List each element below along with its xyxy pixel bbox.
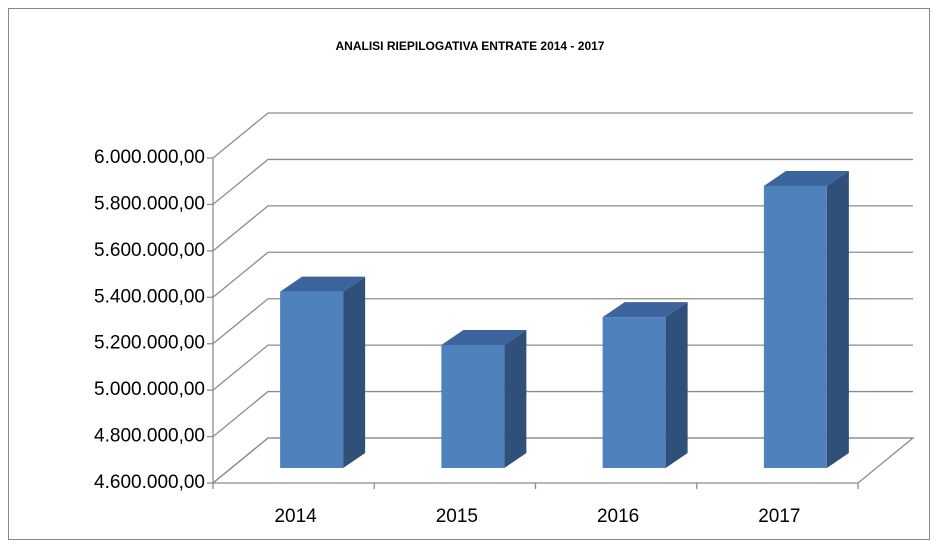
bar — [602, 317, 666, 468]
y-tick-label: 5.800.000,00 — [94, 193, 205, 214]
bar-side — [343, 276, 366, 468]
bar-side — [665, 302, 688, 468]
grid-line — [212, 437, 913, 484]
y-tick-label: 5.600.000,00 — [94, 240, 205, 261]
y-tick-label: 4.600.000,00 — [94, 472, 205, 493]
bar — [441, 344, 505, 468]
grid-line — [212, 251, 913, 298]
bar-side — [826, 170, 849, 469]
y-tick-label: 6.000.000,00 — [94, 147, 205, 168]
grid-line — [212, 390, 913, 438]
y-tick-label: 5.000.000,00 — [94, 379, 205, 400]
bar-top — [280, 276, 366, 292]
grid-line — [212, 344, 913, 391]
grid-line — [212, 298, 913, 345]
bar-top — [763, 170, 849, 186]
x-tick-label: 2017 — [758, 506, 800, 527]
bar — [280, 291, 344, 468]
bar — [763, 185, 827, 469]
grid-line — [212, 158, 913, 205]
chart-title: ANALISI RIEPILOGATIVA ENTRATE 2014 - 201… — [336, 39, 605, 53]
grid-line — [212, 205, 913, 252]
y-tick-label: 4.800.000,00 — [94, 426, 205, 447]
x-tick-label: 2016 — [597, 506, 639, 527]
x-tick-label: 2014 — [274, 506, 317, 527]
bar-top — [602, 302, 688, 318]
y-tick-label: 5.400.000,00 — [94, 286, 205, 307]
y-tick-label: 5.200.000,00 — [94, 333, 205, 354]
bar-side — [504, 329, 527, 468]
x-tick-label: 2015 — [436, 506, 478, 527]
grid-line — [212, 112, 913, 159]
bar-top — [441, 329, 527, 345]
